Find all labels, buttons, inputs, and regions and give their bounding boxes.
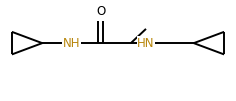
Text: NH: NH xyxy=(63,37,80,50)
Text: O: O xyxy=(96,5,105,18)
Text: HN: HN xyxy=(137,37,155,50)
